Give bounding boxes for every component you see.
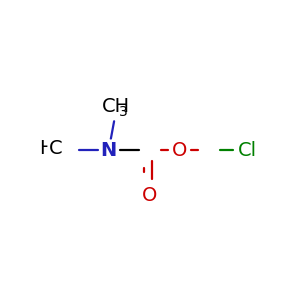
- Text: H: H: [39, 139, 54, 158]
- Text: CH: CH: [102, 97, 130, 116]
- Text: C: C: [48, 139, 62, 158]
- Text: O: O: [172, 140, 187, 160]
- Text: Cl: Cl: [238, 140, 257, 160]
- Text: O: O: [142, 186, 158, 205]
- Text: N: N: [101, 140, 117, 160]
- Text: 3: 3: [119, 105, 128, 119]
- Text: 3: 3: [47, 146, 56, 161]
